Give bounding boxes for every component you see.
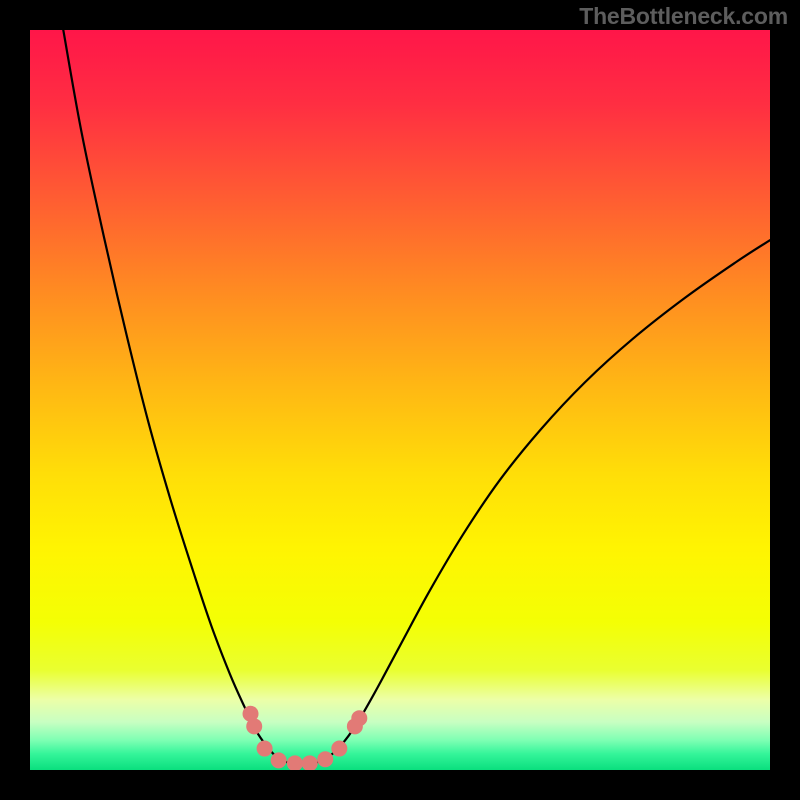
watermark-text: TheBottleneck.com bbox=[579, 3, 788, 30]
outer-frame bbox=[0, 0, 800, 800]
